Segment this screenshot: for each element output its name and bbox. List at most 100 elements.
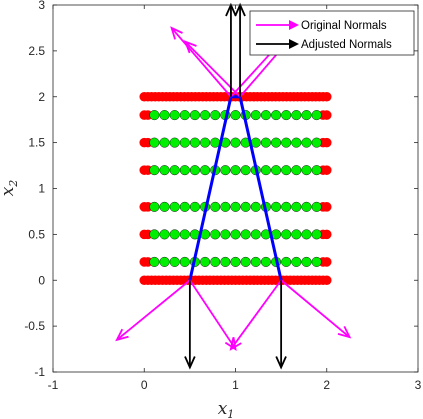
interior-point: [301, 256, 312, 267]
interior-point: [311, 110, 322, 121]
interior-point: [149, 256, 160, 267]
interior-point: [179, 229, 190, 240]
interior-point: [291, 110, 302, 121]
interior-point: [250, 201, 261, 212]
interior-point: [179, 165, 190, 176]
interior-point: [189, 201, 200, 212]
interior-point: [230, 201, 241, 212]
interior-point: [179, 201, 190, 212]
interior-point: [311, 165, 322, 176]
interior-point: [260, 110, 271, 121]
interior-point: [230, 110, 241, 121]
interior-point: [281, 229, 292, 240]
interior-point: [200, 137, 211, 148]
interior-point: [301, 110, 312, 121]
interior-point: [210, 229, 221, 240]
original-normal-arrow-shaft: [116, 279, 191, 341]
interior-point: [301, 137, 312, 148]
boundary-point: [321, 275, 332, 286]
interior-point: [149, 165, 160, 176]
interior-point: [230, 165, 241, 176]
x-tick-label: 0: [141, 378, 148, 392]
interior-point: [311, 201, 322, 212]
y-axis-label-main: x: [0, 186, 18, 196]
boundary-point: [321, 110, 332, 120]
legend-label-adjusted: Adjusted Normals: [301, 39, 392, 51]
x-tick-label: -1: [48, 378, 59, 392]
legend: Original Normals Adjusted Normals: [249, 10, 415, 56]
arrows-layer: [115, 2, 352, 370]
interior-point: [179, 137, 190, 148]
interior-point: [159, 201, 170, 212]
axes: [52, 4, 419, 373]
original-normal-arrow-shaft: [184, 41, 241, 98]
interior-point: [240, 165, 251, 176]
interior-point: [301, 229, 312, 240]
interior-point: [149, 201, 160, 212]
interior-point: [260, 137, 271, 148]
y-tick-label: 2: [38, 90, 45, 104]
interior-point: [240, 201, 251, 212]
interior-point: [159, 165, 170, 176]
interior-point: [179, 110, 190, 121]
interior-point: [149, 229, 160, 240]
y-tick-label: 3: [38, 0, 45, 12]
interior-point: [281, 110, 292, 121]
interior-point: [291, 229, 302, 240]
boundary-point: [321, 165, 332, 175]
interior-point: [220, 229, 231, 240]
boundary-point: [321, 202, 332, 212]
interior-point: [220, 201, 231, 212]
interior-point: [281, 201, 292, 212]
y-axis-label-sub: 2: [7, 180, 20, 188]
interior-point: [189, 137, 200, 148]
legend-arrowhead-original: [289, 20, 299, 30]
interior-point: [189, 110, 200, 121]
interior-point: [210, 201, 221, 212]
original-normal-arrow-head: [337, 326, 352, 339]
interior-point: [210, 110, 221, 121]
interior-point: [301, 201, 312, 212]
interior-point: [291, 137, 302, 148]
legend-box: [249, 10, 415, 56]
y-tick-label: -1: [34, 365, 45, 379]
interior-point: [200, 110, 211, 121]
interior-point: [200, 165, 211, 176]
interior-point: [169, 165, 180, 176]
original-normal-arrow-head: [224, 337, 237, 351]
original-normal-arrow-head: [115, 328, 129, 342]
interior-point: [220, 165, 231, 176]
x-axis-label-sub: 1: [227, 408, 234, 419]
original-normal-arrow-head: [183, 40, 197, 54]
y-tick-label: 1: [38, 182, 45, 196]
y-axis-label: x2: [0, 180, 20, 197]
interior-point: [260, 165, 271, 176]
boundary-point: [321, 137, 332, 148]
interior-point: [281, 165, 292, 176]
interior-point: [230, 256, 241, 267]
original-normal-arrow-head: [170, 26, 183, 40]
interior-point: [240, 229, 251, 240]
interior-point: [189, 165, 200, 176]
interior-point: [301, 165, 312, 176]
original-normal-arrow-shaft: [189, 279, 237, 350]
legend-arrowhead-adjusted: [289, 39, 299, 49]
tick-labels: -1 0 1 2 3 -1 -0.5 0 0.5 1 1.5 2 2.5 3: [24, 0, 421, 392]
interior-point: [169, 137, 180, 148]
interior-point: [311, 137, 322, 148]
interior-point: [291, 201, 302, 212]
y-tick-label: 2.5: [28, 44, 45, 58]
interior-point: [291, 256, 302, 267]
x-tick-label: 1: [232, 378, 239, 392]
interior-point: [250, 229, 261, 240]
interior-point: [169, 201, 180, 212]
interior-point: [210, 256, 221, 267]
interior-point: [240, 256, 251, 267]
adjusted-normal-arrow-head: [184, 356, 196, 370]
boundary-point: [321, 91, 332, 102]
x-tick-label: 3: [415, 378, 422, 392]
boundary-point: [321, 257, 332, 267]
axes-box: [52, 4, 419, 373]
original-normal-arrow-shaft: [280, 279, 351, 338]
